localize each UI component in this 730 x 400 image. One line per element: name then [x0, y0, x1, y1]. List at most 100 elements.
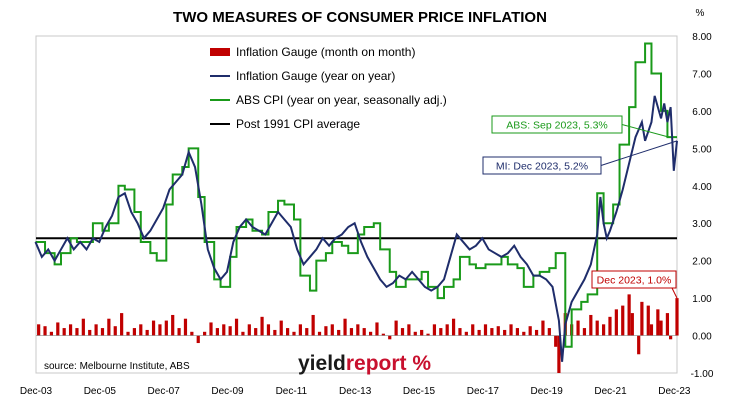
mom-bar	[483, 324, 488, 336]
mom-bar	[279, 320, 283, 336]
mom-bar	[222, 324, 226, 336]
mom-bar	[151, 320, 156, 336]
mom-bar	[215, 328, 219, 336]
legend-label: Post 1991 CPI average	[236, 117, 360, 131]
logo-part2: report %	[346, 352, 432, 375]
mom-bar	[311, 314, 315, 336]
mom-bar	[522, 331, 526, 336]
mom-bar	[75, 328, 79, 336]
y-tick-label: 8.00	[692, 32, 712, 43]
mom-bar	[471, 324, 475, 336]
mom-bar	[247, 324, 251, 336]
y-axis-ticks: 8.00 7.00 6.00 5.00 4.00 3.00 2.00 1.00 0.00 -1.0…	[691, 32, 714, 380]
mom-bar	[614, 309, 618, 336]
mom-bar	[381, 333, 385, 336]
mom-bar	[528, 326, 532, 336]
x-tick-label: Dec-23	[658, 386, 691, 397]
yieldreport-logo: yieldreport %	[298, 352, 431, 375]
x-tick-label: Dec-19	[531, 386, 564, 397]
mom-bar	[234, 318, 239, 336]
mom-bar	[515, 328, 520, 336]
mom-bar	[534, 329, 539, 336]
y-tick-label: -1.00	[691, 369, 714, 380]
mom-bar	[196, 335, 200, 344]
mom-bar	[394, 320, 398, 336]
mom-bar	[646, 305, 650, 336]
mom-bar	[62, 328, 66, 336]
mom-bar	[407, 324, 411, 336]
mom-bar	[158, 324, 162, 336]
source-note: source: Melbourne Institute, ABS	[44, 361, 190, 372]
mom-bar	[595, 320, 599, 336]
mom-bar	[317, 331, 322, 336]
mom-bar	[368, 331, 373, 336]
mom-bar	[413, 331, 417, 336]
x-tick-label: Dec-17	[467, 386, 500, 397]
mom-bar	[630, 313, 634, 336]
annotation-label: Dec 2023, 1.0%	[597, 275, 672, 287]
mom-bar	[177, 328, 181, 336]
mom-bar	[496, 326, 500, 336]
mom-bar	[120, 313, 124, 336]
mom-bar	[100, 328, 105, 336]
x-tick-label: Dec-11	[276, 386, 308, 397]
mom-bar	[260, 316, 264, 336]
mom-bar	[656, 309, 660, 336]
mom-bar	[490, 328, 494, 336]
mom-bar	[94, 324, 98, 336]
plot-frame	[35, 35, 678, 374]
mom-bar	[68, 324, 73, 336]
mom-bar	[139, 324, 143, 336]
mom-bar	[477, 329, 481, 336]
mom-bar	[576, 320, 580, 336]
mom-bar	[190, 331, 194, 336]
mom-bar	[171, 314, 175, 336]
mom-bar	[601, 324, 606, 336]
x-tick-label: Dec-21	[594, 386, 627, 397]
mom-bar	[420, 329, 424, 336]
mom-bar	[145, 329, 149, 336]
mom-bar	[305, 328, 309, 336]
mom-bar	[37, 324, 41, 336]
mom-bar	[659, 320, 663, 336]
x-axis-ticks: Dec-03 Dec-05 Dec-07 Dec-09 Dec-11 Dec-13 Dec-…	[20, 386, 691, 397]
x-tick-label: Dec-13	[339, 386, 372, 397]
annotation-leader	[600, 140, 678, 166]
annotation-box	[591, 270, 677, 289]
mom-bar	[557, 335, 561, 373]
y-tick-label: 7.00	[692, 69, 712, 80]
abs-cpi-line	[35, 42, 677, 348]
y-tick-label: 1.00	[692, 294, 712, 305]
annotation-label: MI: Dec 2023, 5.2%	[496, 161, 588, 173]
mom-bar	[445, 324, 449, 336]
mom-bar	[81, 318, 85, 336]
mom-bar	[509, 324, 513, 336]
mom-bar	[183, 318, 188, 336]
mom-bar	[298, 324, 302, 336]
annotation-label: ABS: Sep 2023, 5.3%	[506, 120, 608, 132]
legend-label: Inflation Gauge (month on month)	[236, 45, 415, 59]
mom-bar	[113, 326, 117, 336]
mom-bar	[432, 324, 437, 336]
mom-bar	[503, 329, 507, 336]
annotation-leader	[621, 124, 670, 138]
x-tick-label: Dec-05	[84, 386, 117, 397]
legend-label: Inflation Gauge (year on year)	[236, 69, 395, 83]
x-tick-label: Dec-03	[20, 386, 53, 397]
mom-bar	[388, 335, 392, 340]
y-tick-label: 6.00	[692, 107, 712, 118]
y-tick-label: 2.00	[692, 257, 712, 268]
mom-bar	[292, 331, 296, 336]
mom-bar	[209, 322, 213, 336]
mom-bar	[241, 331, 245, 336]
mom-bar	[330, 324, 334, 336]
mom-bar	[362, 328, 366, 336]
chart-title: TWO MEASURES OF CONSUMER PRICE INFLATION	[173, 9, 547, 26]
mom-bar	[254, 328, 258, 336]
mom-bar	[541, 320, 545, 336]
annotation-leader	[671, 287, 678, 299]
mom-bar	[621, 305, 625, 336]
mom-bar	[126, 331, 130, 336]
mom-bar	[375, 322, 379, 336]
